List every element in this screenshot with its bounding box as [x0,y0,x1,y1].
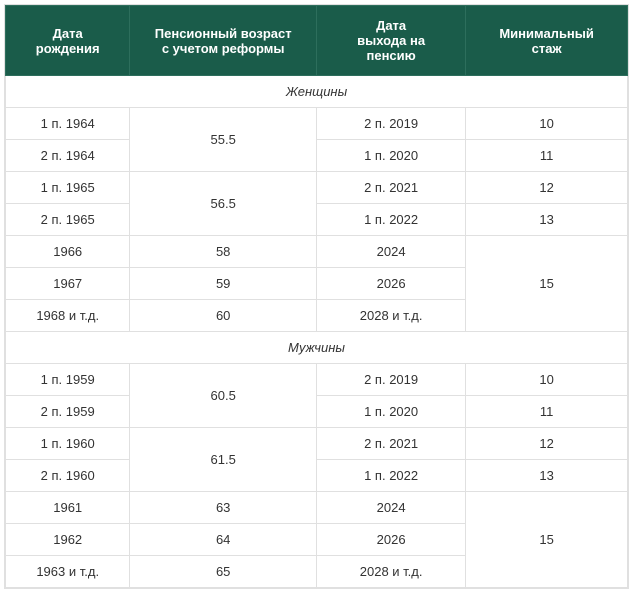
table-row: 1 п. 1959 60.5 2 п. 2019 10 [6,364,628,396]
cell-birth: 1961 [6,492,130,524]
cell-min: 12 [466,172,628,204]
cell-retire: 2 п. 2019 [316,108,465,140]
cell-min: 10 [466,364,628,396]
cell-retire: 2028 и т.д. [316,556,465,588]
cell-min: 13 [466,204,628,236]
cell-birth: 2 п. 1964 [6,140,130,172]
header-pension-age: Пенсионный возрастс учетом реформы [130,6,317,76]
table-row: 1966 58 2024 15 [6,236,628,268]
cell-retire: 2024 [316,492,465,524]
cell-birth: 1 п. 1964 [6,108,130,140]
cell-age: 65 [130,556,317,588]
cell-retire: 1 п. 2020 [316,396,465,428]
cell-birth: 1 п. 1960 [6,428,130,460]
table-row: 2 п. 1965 1 п. 2022 13 [6,204,628,236]
cell-birth: 2 п. 1965 [6,204,130,236]
cell-retire: 2 п. 2021 [316,172,465,204]
header-birth-date: Датарождения [6,6,130,76]
cell-birth: 1962 [6,524,130,556]
header-row: Датарождения Пенсионный возрастс учетом … [6,6,628,76]
header-min-experience: Минимальныйстаж [466,6,628,76]
table-row: 1 п. 1960 61.5 2 п. 2021 12 [6,428,628,460]
cell-min: 15 [466,236,628,332]
pension-table: Датарождения Пенсионный возрастс учетом … [5,5,628,588]
cell-min: 12 [466,428,628,460]
cell-age: 55.5 [130,108,317,172]
cell-min: 13 [466,460,628,492]
cell-birth: 1963 и т.д. [6,556,130,588]
cell-retire: 2 п. 2021 [316,428,465,460]
table-header: Датарождения Пенсионный возрастс учетом … [6,6,628,76]
cell-min: 11 [466,396,628,428]
table-row: 2 п. 1960 1 п. 2022 13 [6,460,628,492]
cell-age: 58 [130,236,317,268]
cell-age: 64 [130,524,317,556]
cell-age: 59 [130,268,317,300]
cell-age: 61.5 [130,428,317,492]
cell-age: 60 [130,300,317,332]
section-header-women: Женщины [6,76,628,108]
cell-birth: 1968 и т.д. [6,300,130,332]
section-row-men: Мужчины [6,332,628,364]
cell-age: 60.5 [130,364,317,428]
cell-min: 11 [466,140,628,172]
cell-retire: 1 п. 2020 [316,140,465,172]
cell-age: 56.5 [130,172,317,236]
cell-birth: 2 п. 1960 [6,460,130,492]
cell-retire: 2024 [316,236,465,268]
cell-retire: 2026 [316,524,465,556]
cell-birth: 1 п. 1959 [6,364,130,396]
cell-retire: 1 п. 2022 [316,204,465,236]
table-row: 1 п. 1964 55.5 2 п. 2019 10 [6,108,628,140]
cell-min: 15 [466,492,628,588]
table-body: Женщины 1 п. 1964 55.5 2 п. 2019 10 2 п.… [6,76,628,588]
cell-birth: 2 п. 1959 [6,396,130,428]
pension-table-wrapper: Датарождения Пенсионный возрастс учетом … [4,4,629,589]
cell-retire: 1 п. 2022 [316,460,465,492]
cell-birth: 1966 [6,236,130,268]
table-row: 1 п. 1965 56.5 2 п. 2021 12 [6,172,628,204]
section-row-women: Женщины [6,76,628,108]
cell-birth: 1 п. 1965 [6,172,130,204]
section-header-men: Мужчины [6,332,628,364]
cell-birth: 1967 [6,268,130,300]
cell-min: 10 [466,108,628,140]
table-row: 1961 63 2024 15 [6,492,628,524]
table-row: 2 п. 1964 1 п. 2020 11 [6,140,628,172]
cell-age: 63 [130,492,317,524]
cell-retire: 2028 и т.д. [316,300,465,332]
cell-retire: 2026 [316,268,465,300]
cell-retire: 2 п. 2019 [316,364,465,396]
header-retirement-date: Датавыхода напенсию [316,6,465,76]
table-row: 2 п. 1959 1 п. 2020 11 [6,396,628,428]
